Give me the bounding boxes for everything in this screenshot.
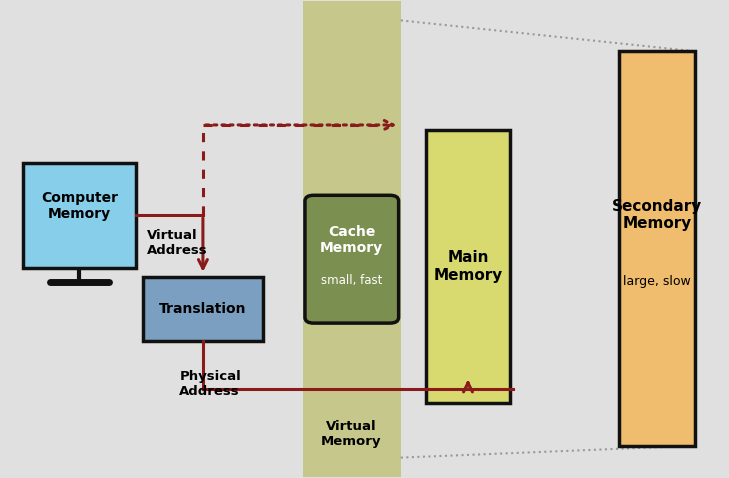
Text: Physical
Address: Physical Address <box>179 369 241 398</box>
Text: Virtual
Address: Virtual Address <box>147 229 207 258</box>
Text: large, slow: large, slow <box>623 275 690 288</box>
Text: Computer
Memory: Computer Memory <box>41 191 118 221</box>
Text: small, fast: small, fast <box>321 274 383 287</box>
Text: Cache
Memory: Cache Memory <box>320 225 383 255</box>
FancyBboxPatch shape <box>426 130 510 403</box>
Text: Translation: Translation <box>159 302 246 316</box>
Text: Secondary
Memory: Secondary Memory <box>612 199 702 231</box>
FancyBboxPatch shape <box>23 163 136 268</box>
Text: Main
Memory: Main Memory <box>433 250 502 282</box>
Bar <box>303 1 401 477</box>
Text: Virtual
Memory: Virtual Memory <box>321 420 382 448</box>
FancyBboxPatch shape <box>619 51 695 445</box>
FancyBboxPatch shape <box>143 277 263 341</box>
FancyBboxPatch shape <box>305 196 399 323</box>
